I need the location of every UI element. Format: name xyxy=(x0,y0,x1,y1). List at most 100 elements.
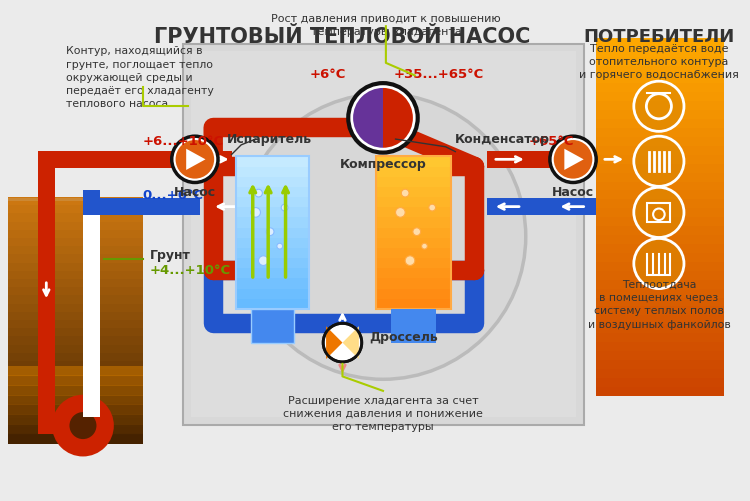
Text: Теплоотдача
в помещениях через
систему теплых полов
и воздушных фанкойлов: Теплоотдача в помещениях через систему т… xyxy=(587,280,730,330)
Bar xyxy=(8,320,142,329)
Bar xyxy=(596,198,724,208)
Bar xyxy=(596,297,724,307)
Text: +35...+65°C: +35...+65°C xyxy=(394,68,484,81)
Bar xyxy=(596,154,724,164)
Bar xyxy=(8,345,142,354)
Bar xyxy=(376,257,451,268)
Bar xyxy=(488,198,584,215)
Bar xyxy=(596,38,724,48)
Bar xyxy=(596,332,724,342)
Circle shape xyxy=(413,228,421,235)
Bar xyxy=(8,279,142,288)
Text: Контур, находящийся в
грунте, поглощает тепло
окружающей среды и
передаёт его хл: Контур, находящийся в грунте, поглощает … xyxy=(65,47,213,109)
Bar xyxy=(376,278,451,289)
Bar xyxy=(376,288,451,299)
Bar xyxy=(596,359,724,369)
Circle shape xyxy=(240,94,526,379)
Text: Конденсатор: Конденсатор xyxy=(455,133,550,146)
Text: Расширение хладагента за счет
снижения давления и понижение
его температуры: Расширение хладагента за счет снижения д… xyxy=(283,396,483,432)
Bar xyxy=(376,247,451,258)
Bar xyxy=(596,350,724,360)
Polygon shape xyxy=(343,326,358,359)
Circle shape xyxy=(281,204,288,211)
Bar xyxy=(596,91,724,101)
Bar xyxy=(596,377,724,387)
Bar xyxy=(8,377,142,387)
Bar xyxy=(8,395,142,405)
Bar xyxy=(236,196,309,207)
Bar xyxy=(596,109,724,119)
Text: Тепло передаётся воде
отопительного контура
и горячего водоснабжения: Тепло передаётся воде отопительного конт… xyxy=(579,44,739,80)
Text: 0...+6°C: 0...+6°C xyxy=(142,188,204,201)
Text: Грунт: Грунт xyxy=(149,249,190,263)
Bar xyxy=(8,296,142,305)
Polygon shape xyxy=(326,326,343,359)
Bar xyxy=(236,278,309,289)
Circle shape xyxy=(259,256,268,266)
Bar xyxy=(8,221,142,231)
Bar xyxy=(83,190,100,215)
Bar xyxy=(596,189,724,199)
Text: Насос: Насос xyxy=(552,186,594,198)
Bar xyxy=(596,74,724,83)
Bar xyxy=(8,328,142,337)
Circle shape xyxy=(401,189,409,197)
Bar xyxy=(647,203,670,222)
Bar xyxy=(183,198,200,215)
Bar xyxy=(596,180,724,190)
Text: Дроссель: Дроссель xyxy=(370,331,438,344)
Bar xyxy=(236,267,309,279)
Bar xyxy=(376,186,451,197)
Bar xyxy=(596,172,724,181)
Bar xyxy=(8,336,142,346)
Bar xyxy=(596,306,724,315)
Bar xyxy=(236,257,309,268)
Bar xyxy=(584,198,596,215)
Circle shape xyxy=(70,412,97,439)
Wedge shape xyxy=(383,88,413,148)
Bar xyxy=(8,255,142,264)
Bar xyxy=(8,414,142,425)
Bar xyxy=(8,385,142,396)
Bar xyxy=(8,271,142,280)
Bar xyxy=(596,82,724,92)
Circle shape xyxy=(52,395,114,456)
Bar xyxy=(596,118,724,128)
Bar xyxy=(236,298,309,309)
Circle shape xyxy=(550,136,596,182)
Bar xyxy=(8,426,142,436)
Text: Испаритель: Испаритель xyxy=(226,133,312,146)
Bar xyxy=(596,270,724,280)
Bar xyxy=(596,65,724,75)
Text: ПОТРЕБИТЕЛИ: ПОТРЕБИТЕЛИ xyxy=(584,28,734,46)
Bar xyxy=(8,361,142,370)
Bar xyxy=(236,237,309,248)
Bar xyxy=(8,197,142,206)
Bar xyxy=(596,216,724,226)
Bar xyxy=(251,309,294,343)
Bar xyxy=(83,198,183,215)
Bar xyxy=(236,186,309,197)
Bar xyxy=(376,267,451,279)
Bar xyxy=(596,261,724,271)
Bar xyxy=(8,304,142,313)
Bar xyxy=(8,404,142,415)
Circle shape xyxy=(405,256,415,266)
Bar xyxy=(183,44,584,425)
Text: Рост давления приводит к повышению
температуры хладагента: Рост давления приводит к повышению темпе… xyxy=(271,14,501,37)
Circle shape xyxy=(176,140,214,179)
Bar xyxy=(8,353,142,362)
Bar xyxy=(596,136,724,146)
Bar xyxy=(8,424,142,434)
Circle shape xyxy=(266,228,274,235)
Bar xyxy=(236,226,309,238)
Bar xyxy=(8,435,142,444)
Text: +4...+10°C: +4...+10°C xyxy=(149,264,231,277)
Polygon shape xyxy=(564,149,584,170)
Bar xyxy=(596,127,724,137)
Bar xyxy=(596,47,724,57)
Bar xyxy=(191,51,576,417)
Circle shape xyxy=(554,140,592,179)
Bar xyxy=(596,243,724,253)
Bar xyxy=(376,155,451,167)
